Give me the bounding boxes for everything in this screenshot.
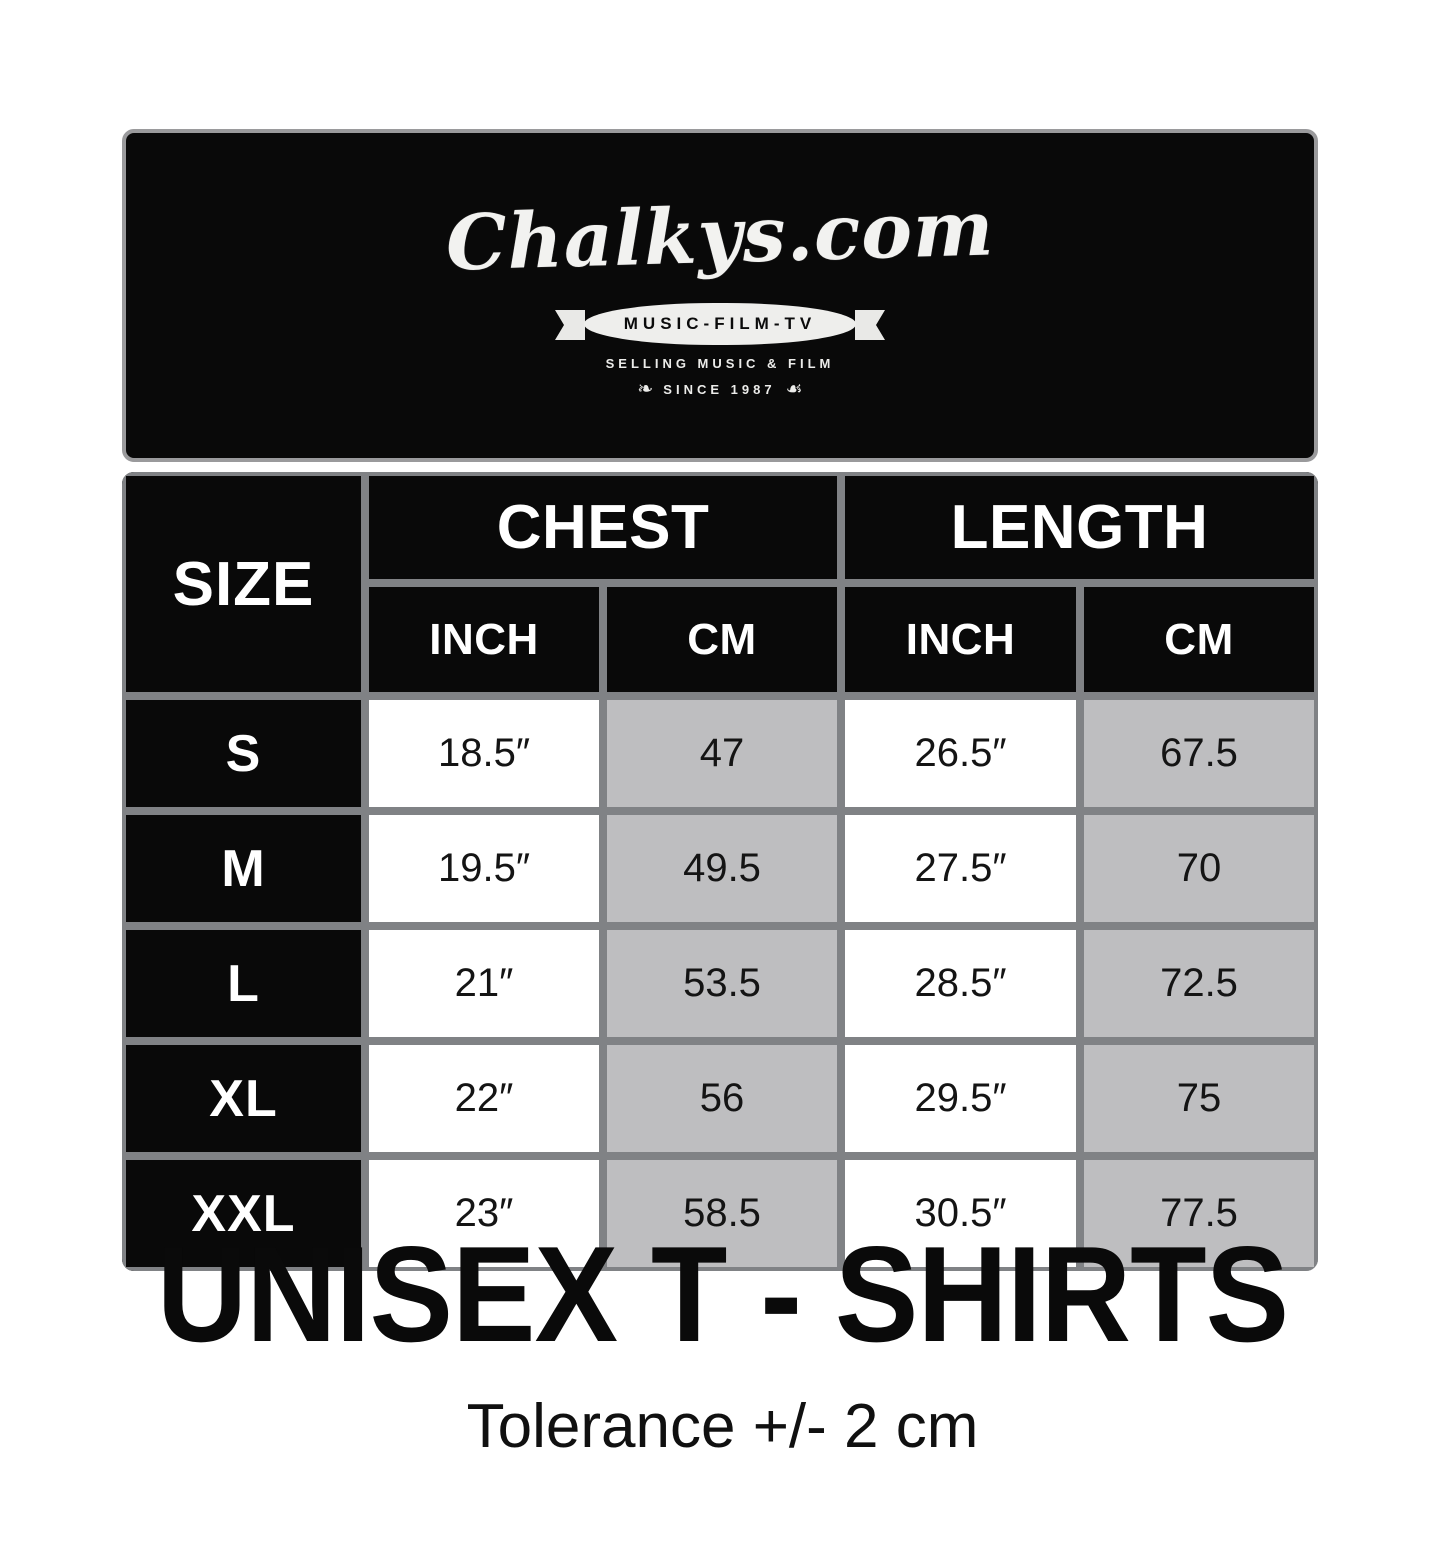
brand-since-row: ❧ SINCE 1987 ☙: [637, 380, 802, 399]
ribbon-tail-right-icon: [855, 310, 885, 340]
cell-length-inch-s: 26.5″: [841, 696, 1081, 811]
ribbon-body: MUSIC-FILM-TV: [584, 303, 856, 345]
header-size: SIZE: [122, 472, 365, 696]
cell-length-inch-xl: 29.5″: [841, 1041, 1081, 1156]
cell-size-xxl: XXL: [122, 1156, 365, 1271]
cell-chest-cm-xl: 56: [603, 1041, 842, 1156]
ribbon-tail-left-icon: [555, 310, 585, 340]
cell-length-inch-xxl: 30.5″: [841, 1156, 1081, 1271]
cell-chest-cm-xxl: 58.5: [603, 1156, 842, 1271]
cell-chest-inch-m: 19.5″: [365, 811, 603, 926]
table-body: S 18.5″ 47 26.5″ 67.5 M 19.5″ 49.5 27.5″…: [122, 696, 1319, 1271]
flourish-right-icon: ☙: [785, 378, 803, 400]
brand-tagline: SELLING MUSIC & FILM: [605, 356, 835, 371]
header-unit-length-inch: INCH: [841, 583, 1081, 696]
cell-length-cm-m: 70: [1080, 811, 1319, 926]
header-row-groups: SIZE CHEST LENGTH: [122, 472, 1319, 696]
table-row: S 18.5″ 47 26.5″ 67.5: [122, 696, 1319, 811]
footer-captions: UNISEX T - SHIRTS Tolerance +/- 2 cm: [0, 1226, 1445, 1458]
brand-wordmark: Chalkys.com: [444, 183, 996, 288]
ribbon-graphic: MUSIC-FILM-TV: [555, 302, 885, 346]
cell-chest-cm-m: 49.5: [603, 811, 842, 926]
cell-length-cm-xxl: 77.5: [1080, 1156, 1319, 1271]
header-unit-chest-inch: INCH: [365, 583, 603, 696]
table-row: XL 22″ 56 29.5″ 75: [122, 1041, 1319, 1156]
cell-size-l: L: [122, 926, 365, 1041]
size-chart-table: SIZE CHEST LENGTH INCH CM INCH CM S 18.5…: [122, 472, 1319, 1271]
table-row: M 19.5″ 49.5 27.5″ 70: [122, 811, 1319, 926]
cell-chest-cm-s: 47: [603, 696, 842, 811]
cell-size-s: S: [122, 696, 365, 811]
brand-logo-panel: Chalkys.com MUSIC-FILM-TV SELLING MUSIC …: [122, 129, 1318, 462]
cell-chest-inch-s: 18.5″: [365, 696, 603, 811]
cell-chest-inch-xl: 22″: [365, 1041, 603, 1156]
header-unit-length-cm: CM: [1080, 583, 1319, 696]
cell-length-cm-l: 72.5: [1080, 926, 1319, 1041]
cell-length-cm-xl: 75: [1080, 1041, 1319, 1156]
cell-chest-cm-l: 53.5: [603, 926, 842, 1041]
header-unit-chest-cm: CM: [603, 583, 842, 696]
cell-length-cm-s: 67.5: [1080, 696, 1319, 811]
brand-banner: MUSIC-FILM-TV SELLING MUSIC & FILM ❧ SIN…: [555, 302, 885, 399]
cell-length-inch-m: 27.5″: [841, 811, 1081, 926]
cell-chest-inch-l: 21″: [365, 926, 603, 1041]
cell-chest-inch-xxl: 23″: [365, 1156, 603, 1271]
header-group-length: LENGTH: [841, 472, 1319, 583]
cell-size-xl: XL: [122, 1041, 365, 1156]
brand-since-label: SINCE 1987: [663, 382, 776, 397]
header-row-units: INCH CM INCH CM: [122, 583, 1319, 696]
tolerance-note: Tolerance +/- 2 cm: [466, 1392, 979, 1461]
product-title: UNISEX T - SHIRTS: [156, 1218, 1289, 1370]
flourish-left-icon: ❧: [637, 378, 654, 400]
header-group-chest: CHEST: [365, 472, 842, 583]
ribbon-label: MUSIC-FILM-TV: [623, 314, 817, 333]
table-header: SIZE CHEST LENGTH INCH CM INCH CM: [122, 472, 1319, 696]
table-row: L 21″ 53.5 28.5″ 72.5: [122, 926, 1319, 1041]
cell-size-m: M: [122, 811, 365, 926]
cell-length-inch-l: 28.5″: [841, 926, 1081, 1041]
table-row: XXL 23″ 58.5 30.5″ 77.5: [122, 1156, 1319, 1271]
